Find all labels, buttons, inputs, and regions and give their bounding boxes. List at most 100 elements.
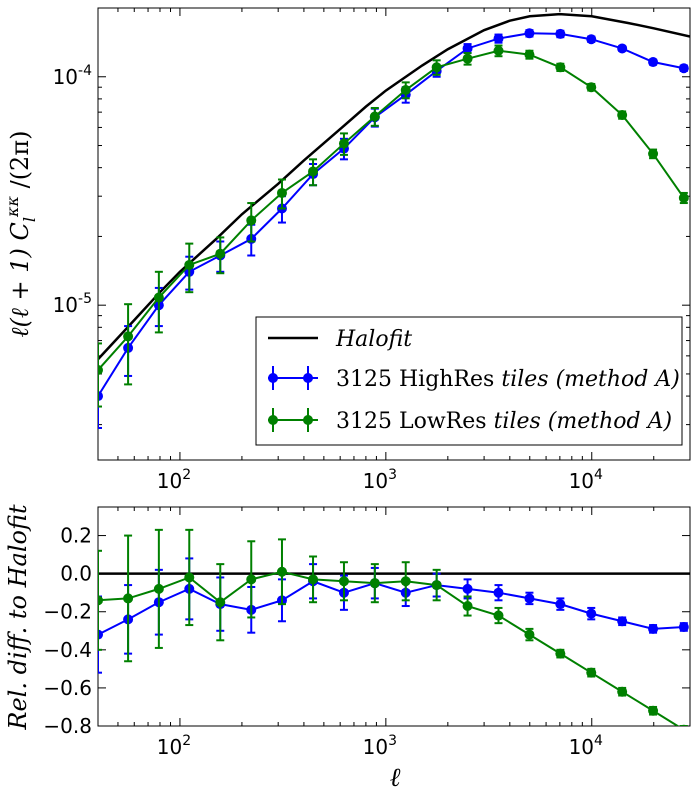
top-ytick-label: 10-4 bbox=[53, 63, 93, 89]
top-axis-ticks: 102 103 104 10-5 10-4 bbox=[53, 7, 691, 493]
top-series-1-point bbox=[493, 33, 504, 44]
bottom-series-0-point bbox=[493, 587, 504, 598]
bottom-series-1-point bbox=[431, 580, 442, 591]
bottom-x-axis-label: ℓ bbox=[390, 763, 401, 793]
top-plot-frame bbox=[97, 7, 691, 461]
bottom-ytick-label: 0.2 bbox=[60, 524, 92, 548]
top-series-2-point bbox=[215, 248, 226, 259]
top-series-2-point bbox=[617, 110, 628, 121]
top-series-2-point bbox=[98, 365, 103, 376]
legend-entry-halofit: Halofit bbox=[268, 327, 412, 352]
top-series-2-point bbox=[400, 85, 411, 96]
bottom-y-axis-label: Rel. diff. to Halofit bbox=[4, 504, 32, 731]
bottom-series-1-point bbox=[555, 648, 566, 659]
top-series-1-point bbox=[524, 28, 535, 39]
top-series-2-point bbox=[462, 53, 473, 64]
top-series-2-point bbox=[123, 331, 134, 342]
legend-entry-lowres: 3125 LowRes tiles (method A) bbox=[268, 408, 672, 434]
top-series-1-point bbox=[648, 57, 659, 68]
top-series-2-line bbox=[98, 49, 685, 371]
top-series-1-point bbox=[586, 34, 597, 45]
legend-marker-lowres bbox=[268, 415, 278, 425]
bottom-series-0-point bbox=[555, 599, 566, 610]
bottom-axis-ticks: 102 103 104 0.2 0.0 −0.2 −0.4 −0.6 −0.8 bbox=[43, 507, 691, 759]
top-series-2-point bbox=[678, 192, 689, 203]
bottom-series-1-point bbox=[462, 601, 473, 612]
bottom-series-0-point bbox=[524, 593, 535, 604]
legend-box bbox=[255, 316, 683, 446]
bottom-series-1-point bbox=[246, 574, 257, 585]
bottom-series-1-point bbox=[648, 705, 659, 716]
top-series-2-point bbox=[493, 45, 504, 56]
legend-marker-lowres-2 bbox=[303, 415, 313, 425]
top-series-2-point bbox=[276, 187, 287, 198]
legend-label-lowres: 3125 LowRes tiles (method A) bbox=[336, 409, 672, 434]
top-series-1-point bbox=[98, 391, 103, 402]
top-series-2-point bbox=[246, 215, 257, 226]
bottom-series-1-point bbox=[680, 724, 688, 726]
bottom-ytick-label: −0.2 bbox=[43, 600, 92, 624]
bottom-series-1-line bbox=[98, 570, 680, 726]
bottom-series-0-point bbox=[98, 629, 103, 640]
top-series-2-point bbox=[338, 138, 349, 149]
bottom-series-0-point bbox=[617, 616, 628, 627]
top-ytick-label: 10-5 bbox=[53, 291, 92, 317]
bottom-series-1-point bbox=[123, 593, 134, 604]
bottom-ytick-label: −0.6 bbox=[43, 676, 92, 700]
bottom-series-1-point bbox=[586, 667, 597, 678]
top-series-2-point bbox=[648, 148, 659, 159]
bottom-series-1-point bbox=[338, 576, 349, 587]
top-series-2-point bbox=[308, 166, 319, 177]
top-xtick-label: 103 bbox=[363, 467, 397, 493]
bottom-series-1-point bbox=[617, 686, 628, 697]
legend-entry-highres: 3125 HighRes tiles (method A) bbox=[268, 366, 680, 392]
bottom-series-1-point bbox=[369, 578, 380, 589]
legend-marker-highres bbox=[268, 373, 278, 383]
bottom-series-1-point bbox=[400, 576, 411, 587]
bottom-ytick-label: −0.4 bbox=[43, 638, 92, 662]
top-series-1-point bbox=[617, 43, 628, 54]
bottom-series-1-point bbox=[493, 610, 504, 621]
legend-label-halofit: Halofit bbox=[335, 327, 412, 352]
bottom-series-1-point bbox=[215, 597, 226, 608]
bottom-series-0-point bbox=[586, 608, 597, 619]
top-series-1-point bbox=[555, 28, 566, 39]
legend: Halofit 3125 HighRes tiles (method A) 31… bbox=[255, 316, 683, 446]
top-series-2-point bbox=[586, 82, 597, 93]
top-series-0-line bbox=[98, 12, 690, 361]
bottom-series-1-point bbox=[276, 566, 287, 577]
top-y-axis-label: ℓ(ℓ + 1) Clκκ /(2π) bbox=[3, 131, 39, 338]
top-xtick-label: 102 bbox=[157, 467, 191, 493]
top-series-2-point bbox=[153, 292, 164, 303]
bottom-series-1-point bbox=[524, 629, 535, 640]
top-series-1-point bbox=[678, 63, 689, 74]
top-xtick-label: 104 bbox=[569, 467, 603, 493]
top-series-2-point bbox=[369, 111, 380, 122]
bottom-ytick-label: 0.0 bbox=[60, 562, 92, 586]
legend-marker-highres-2 bbox=[303, 373, 313, 383]
bottom-series-0-line bbox=[98, 580, 684, 636]
top-series-2-point bbox=[555, 62, 566, 73]
top-series-1-line bbox=[98, 32, 685, 397]
bottom-series-0-point bbox=[462, 583, 473, 594]
top-series-2-point bbox=[184, 259, 195, 270]
bottom-series-1-point bbox=[153, 583, 164, 594]
bottom-xtick-label: 102 bbox=[157, 733, 191, 759]
bottom-xtick-label: 103 bbox=[363, 733, 397, 759]
top-panel: 102 103 104 10-5 10-4 ℓ(ℓ + 1) Clκκ /(2π) Ha… bbox=[3, 7, 691, 493]
bottom-series-0-point bbox=[678, 621, 689, 632]
legend-label-highres: 3125 HighRes tiles (method A) bbox=[336, 367, 680, 392]
bottom-series-1-point bbox=[184, 572, 195, 583]
bottom-series-1-point bbox=[98, 595, 103, 606]
bottom-series-1-point bbox=[308, 574, 319, 585]
bottom-xtick-label: 104 bbox=[569, 733, 603, 759]
bottom-panel: 102 103 104 0.2 0.0 −0.2 −0.4 −0.6 −0.8 Rel. dif… bbox=[4, 504, 691, 793]
top-series-1-point bbox=[462, 43, 473, 54]
top-series-2-point bbox=[431, 62, 442, 73]
top-series-2-point bbox=[524, 49, 535, 60]
bottom-series-group bbox=[98, 528, 690, 726]
bottom-series-0-point bbox=[648, 623, 659, 634]
bottom-ytick-label: −0.8 bbox=[43, 714, 92, 738]
top-series-group bbox=[98, 12, 690, 429]
